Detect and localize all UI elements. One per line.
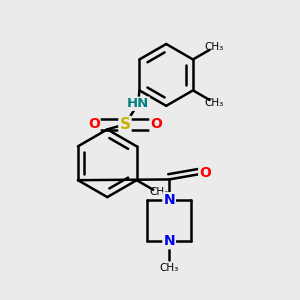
Text: O: O bbox=[199, 166, 211, 180]
Text: O: O bbox=[88, 117, 100, 131]
Text: S: S bbox=[119, 117, 130, 132]
Text: N: N bbox=[163, 234, 175, 248]
Text: CH₃: CH₃ bbox=[205, 98, 224, 108]
Text: HN: HN bbox=[127, 97, 149, 110]
Text: O: O bbox=[150, 117, 162, 131]
Text: CH₃: CH₃ bbox=[205, 42, 224, 52]
Text: CH₃: CH₃ bbox=[160, 263, 179, 273]
Text: CH₃: CH₃ bbox=[149, 188, 168, 197]
Text: N: N bbox=[163, 193, 175, 207]
